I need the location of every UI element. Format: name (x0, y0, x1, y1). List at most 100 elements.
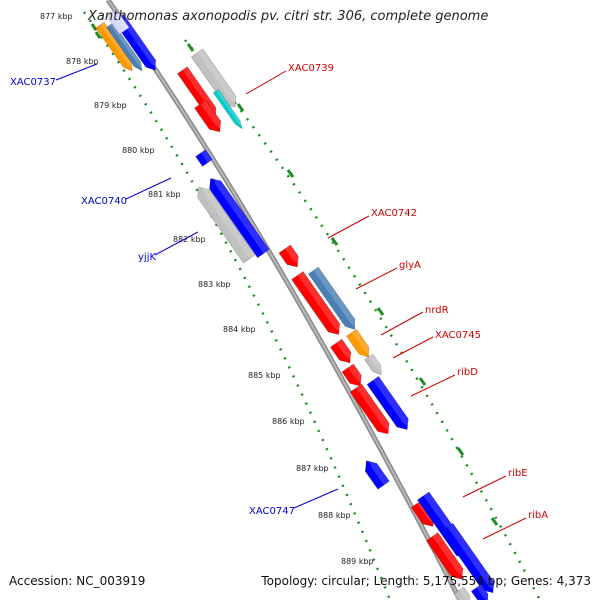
feature-blue-xac0747-shape (364, 460, 390, 490)
feature-red-riba[interactable] (425, 532, 467, 584)
feature-blue-edge-shine (476, 584, 491, 600)
outer-ruler-tick (456, 447, 465, 456)
tick-label-883-kbp: 883 kbp (198, 280, 231, 289)
tick-label-888-kbp: 888 kbp (318, 511, 351, 520)
feature-blue-small[interactable] (195, 149, 213, 167)
feature-blue-riba-shape (440, 522, 495, 594)
feature-steel-glya-shape (308, 266, 356, 330)
leader-line-xac0737 (55, 63, 98, 81)
feature-red-riba-shape (425, 532, 464, 580)
gene-label-xac0739[interactable]: XAC0739 (288, 63, 334, 74)
gene-label-xac0740[interactable]: XAC0740 (81, 196, 127, 207)
tick-label-879-kbp: 879 kbp (94, 101, 127, 110)
feature-blue-edge-shape (470, 583, 489, 600)
feature-red-2[interactable] (194, 99, 226, 136)
ruler-layer (82, 11, 542, 600)
feature-blue-xac0747[interactable] (361, 457, 390, 490)
feature-blue-xac0740[interactable] (205, 174, 270, 259)
feature-blue-xac0747-shine (369, 458, 390, 486)
gene-label-xac0745[interactable]: XAC0745 (435, 330, 481, 341)
outer-ruler-tick (236, 103, 245, 112)
tick-label-889-kbp: 889 kbp (341, 557, 374, 566)
gene-label-ribd[interactable]: ribD (457, 367, 478, 378)
tick-label-877-kbp: 877 kbp (40, 12, 73, 21)
feature-grey-yjjk[interactable] (193, 183, 256, 264)
feature-red-glya[interactable] (291, 271, 345, 338)
feature-red-2-shine (200, 100, 223, 130)
feature-blue-faded-shine (111, 9, 129, 31)
gene-label-yjjk[interactable]: yjjK (138, 252, 156, 263)
tick-label-884-kbp: 884 kbp (223, 325, 256, 334)
feature-red-ribd-a[interactable] (341, 363, 366, 390)
feature-red-xac0742-shine (284, 245, 301, 266)
feature-red-nrdr-shape (329, 338, 352, 364)
feature-blue-edge[interactable] (470, 583, 492, 600)
gene-label-xac0737[interactable]: XAC0737 (10, 77, 56, 88)
feature-red-xac0742[interactable] (278, 244, 303, 271)
feature-red-ribd-b-shape (349, 383, 390, 435)
tick-label-887-kbp: 887 kbp (296, 464, 329, 473)
feature-red-xac0739-shine (182, 66, 219, 117)
tick-label-885-kbp: 885 kbp (248, 371, 281, 380)
feature-red-xac0742-shape (278, 244, 299, 268)
feature-red-riba-shine (432, 532, 465, 578)
tick-label-886-kbp: 886 kbp (272, 417, 305, 426)
gene-label-glya[interactable]: glyA (399, 260, 421, 271)
feature-steel-glya-shine (313, 267, 358, 328)
feature-cyan-1[interactable] (212, 89, 244, 130)
feature-steel-1-shine (110, 22, 144, 70)
feature-layer (95, 9, 498, 600)
outer-ruler-tick (418, 377, 427, 386)
tick-label-878-kbp: 878 kbp (66, 57, 99, 66)
gene-label-riba[interactable]: ribA (528, 510, 548, 521)
leader-line-xac0747 (293, 488, 339, 509)
feature-orange-xac0745[interactable] (346, 328, 373, 360)
leader-line-xac0739 (245, 70, 287, 95)
feature-red-nrdr-shine (336, 339, 353, 361)
feature-grey-1-shape (190, 48, 237, 108)
tick-label-880-kbp: 880 kbp (122, 146, 155, 155)
feature-blue-faded[interactable] (106, 9, 130, 35)
genome-summary-text: Topology: circular; Length: 5,175,554 bp… (261, 574, 591, 588)
leader-line-riba (482, 517, 527, 540)
feature-blue-ribd[interactable] (366, 375, 413, 433)
feature-blue-1-shine (118, 14, 158, 69)
feature-grey-2-shine (368, 354, 384, 374)
leader-line-yjjk (154, 231, 199, 256)
feature-red-ribd-b[interactable] (349, 383, 394, 438)
accession-text: Accession: NC_003919 (9, 574, 146, 588)
feature-blue-xac0740-shape (209, 177, 270, 259)
tick-label-layer: 877 kbp 878 kbp 879 kbp 880 kbp 881 kbp 882 k… (40, 12, 374, 566)
feature-red-glya-shape (291, 271, 341, 335)
feature-blue-ribd-shine (373, 376, 411, 428)
feature-steel-glya[interactable] (308, 266, 359, 333)
genome-title: Xanthomonas axonopodis pv. citri str. 30… (88, 9, 489, 24)
gene-label-xac0742[interactable]: XAC0742 (371, 208, 417, 219)
feature-orange-xac0745-shine (351, 329, 372, 356)
leader-line-xac0742 (327, 215, 370, 239)
leader-line-xac0740 (125, 177, 172, 200)
outer-ruler-tick (490, 517, 499, 526)
feature-cyan-1-shine (215, 89, 244, 128)
feature-red-ribd-a-shape (341, 363, 362, 387)
feature-grey-2[interactable] (364, 353, 386, 378)
feature-red-2-shape (194, 99, 222, 133)
gene-label-xac0747[interactable]: XAC0747 (249, 506, 295, 517)
inner-ruler-tick (94, 31, 102, 39)
leader-line-xac0745 (392, 336, 434, 359)
outer-ruler-tick (330, 237, 339, 246)
tick-label-882-kbp: 882 kbp (173, 235, 206, 244)
gene-label-nrdr[interactable]: nrdR (425, 305, 449, 316)
leader-line-glya (355, 267, 398, 290)
gene-label-ribe[interactable]: ribE (508, 468, 528, 479)
feature-steel-1[interactable] (106, 22, 146, 73)
feature-red-glya-shine (297, 271, 342, 333)
feature-blue-riba[interactable] (440, 522, 498, 597)
feature-red-nrdr[interactable] (329, 338, 355, 367)
feature-grey-1[interactable] (190, 48, 240, 111)
gene-label-layer: XAC0737 XAC0739 XAC0740 yjjK XAC0742 glyA nrdR… (10, 63, 548, 540)
feature-orange-1-shine (100, 22, 135, 70)
feature-blue-small-shine (200, 149, 213, 163)
